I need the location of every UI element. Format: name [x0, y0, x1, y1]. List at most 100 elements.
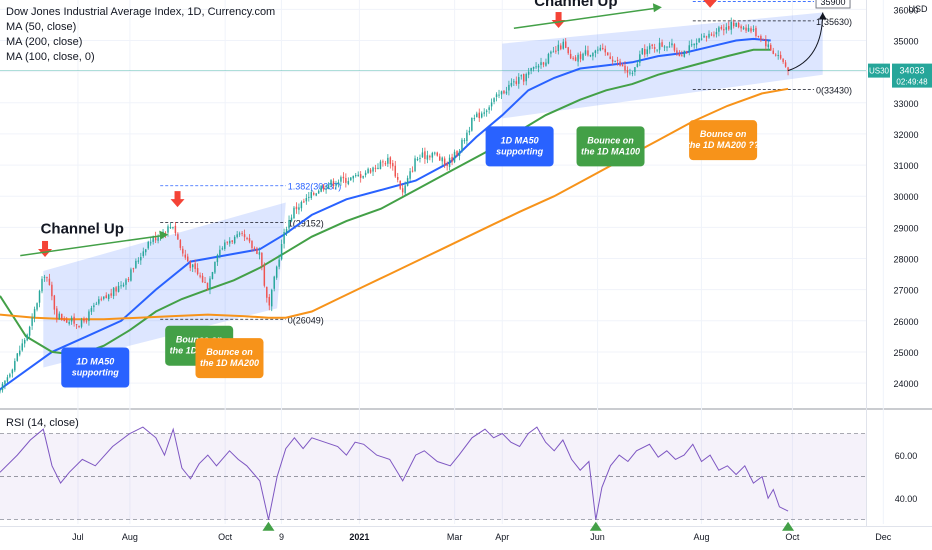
- candle-body: [169, 227, 172, 229]
- candle-body: [636, 63, 639, 67]
- candle-body: [426, 155, 429, 160]
- candle-body: [103, 296, 105, 299]
- candle-body: [698, 38, 700, 43]
- candle-body: [98, 299, 100, 304]
- candle-body: [11, 369, 14, 374]
- candle-body: [226, 241, 229, 243]
- candle-body: [545, 62, 547, 66]
- candle-body: [357, 174, 359, 177]
- fib-level-label: 1.382(30337): [288, 182, 342, 192]
- candle-body: [167, 226, 169, 233]
- candle-body: [513, 81, 515, 83]
- candle-body: [298, 207, 300, 210]
- countdown-value: 02:49:48: [896, 78, 928, 87]
- candle-body: [43, 276, 46, 278]
- candle-body: [177, 234, 179, 240]
- legend-ma100: MA (100, close, 0): [6, 51, 95, 63]
- candle-body: [490, 102, 493, 107]
- candle-body: [668, 46, 671, 48]
- candle-body: [149, 242, 152, 244]
- candle-body: [745, 27, 747, 31]
- candle-body: [209, 278, 211, 290]
- candle-body: [330, 180, 332, 186]
- callout-bubble: [576, 126, 645, 167]
- candle-body: [616, 59, 619, 61]
- candle-body: [387, 157, 389, 164]
- channel-arrow-head: [652, 3, 662, 13]
- candle-body: [278, 259, 280, 267]
- candle-body: [130, 269, 132, 281]
- candle-body: [392, 163, 394, 167]
- candle-body: [515, 81, 518, 84]
- candle-body: [268, 296, 271, 306]
- candle-body: [725, 27, 728, 30]
- candle-body: [145, 249, 147, 253]
- candle-body: [411, 170, 414, 172]
- candle-body: [322, 185, 325, 190]
- callout-line: the 1D MA100: [581, 146, 640, 156]
- candle-body: [243, 234, 246, 238]
- candle-body: [597, 49, 599, 51]
- candle-body: [599, 47, 602, 51]
- candle-body: [70, 317, 73, 322]
- candle-body: [493, 98, 495, 102]
- candle-body: [594, 50, 597, 53]
- callout-text: 1D MA50 supporting: [72, 357, 119, 378]
- y-tick-label: 25000: [893, 348, 918, 358]
- candle-body: [705, 36, 708, 38]
- candle-body: [639, 54, 641, 63]
- candle-body: [742, 27, 745, 30]
- candle-body: [703, 35, 705, 38]
- candle-body: [560, 45, 562, 50]
- candle-body: [132, 268, 135, 270]
- channel-arrow: [20, 234, 163, 257]
- candle-body: [345, 177, 347, 183]
- candle-body: [416, 159, 419, 161]
- candle-body: [774, 54, 777, 56]
- candle-body: [441, 157, 443, 162]
- fib-level-label: 1(29152): [288, 219, 324, 229]
- candle-body: [782, 58, 784, 62]
- candle-body: [542, 62, 545, 65]
- candle-body: [535, 66, 537, 68]
- candle-body: [369, 169, 372, 173]
- candle-body: [224, 242, 226, 249]
- y-tick-label: 29000: [893, 223, 918, 233]
- callout-bubble: [195, 338, 264, 379]
- symbol-badge-label: US30: [869, 67, 890, 76]
- candle-body: [88, 311, 90, 322]
- candle-body: [248, 238, 251, 242]
- candle-body: [767, 44, 770, 48]
- candle-body: [152, 236, 154, 242]
- x-tick-label: Jul: [72, 532, 84, 542]
- candle-body: [683, 50, 686, 57]
- candle-body: [191, 264, 194, 268]
- candle-body: [315, 193, 317, 196]
- candle-body: [710, 34, 713, 36]
- candle-body: [354, 175, 357, 177]
- candle-body: [125, 279, 127, 285]
- candle-body: [236, 234, 238, 238]
- candle-body: [90, 308, 93, 312]
- candle-body: [671, 43, 673, 46]
- candle-body: [678, 53, 681, 57]
- callout-bubble: [61, 347, 130, 388]
- candle-body: [448, 157, 451, 168]
- candle-body: [189, 262, 191, 269]
- candle-body: [574, 57, 577, 61]
- candle-body: [609, 56, 611, 59]
- candle-body: [350, 177, 352, 181]
- candle-body: [384, 163, 387, 165]
- candle-body: [359, 174, 362, 178]
- candle-body: [78, 326, 80, 328]
- bounce-marker-icon: [782, 521, 795, 531]
- rsi-y-tick-label: 40.00: [895, 494, 918, 504]
- callout-line: Bounce on: [587, 135, 634, 145]
- candle-body: [631, 72, 634, 74]
- candle-body: [216, 255, 219, 263]
- bounce-marker-icon: [262, 521, 275, 531]
- candle-body: [201, 275, 204, 283]
- candle-body: [471, 117, 473, 131]
